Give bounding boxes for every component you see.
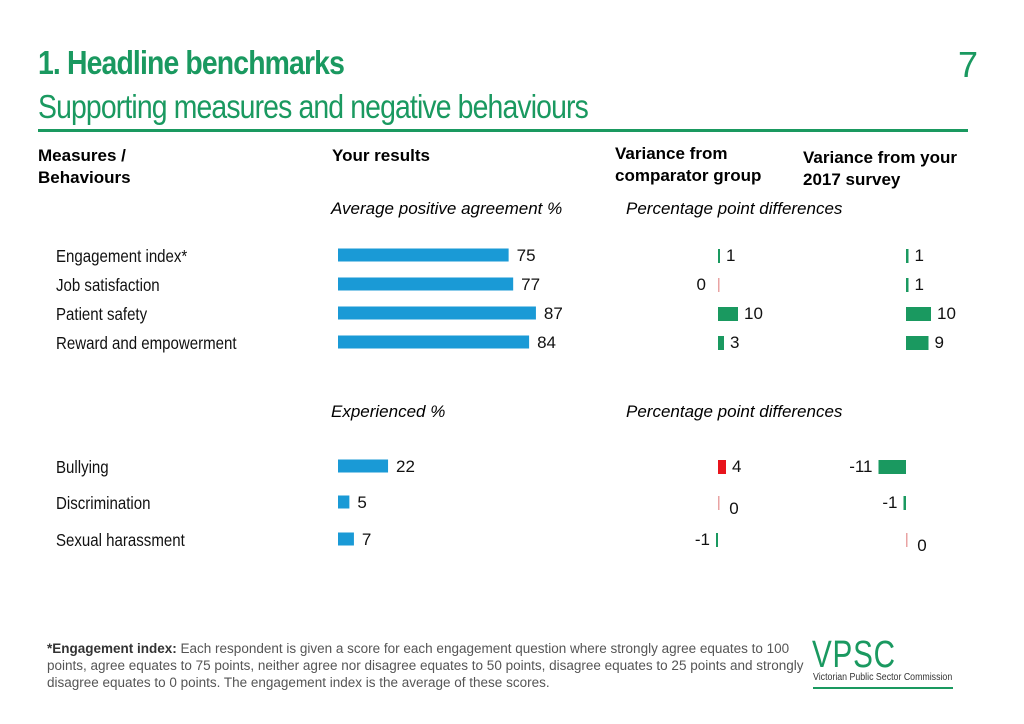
column-header-results: Your results xyxy=(332,146,430,165)
variance-bar-survey2017-0-0 xyxy=(906,249,909,263)
variance-bar-survey2017-0-3 xyxy=(906,336,929,350)
result-bar-1-2 xyxy=(338,532,354,546)
category-label-0-1: Job satisfaction xyxy=(56,276,160,295)
variance-bar-comparator-0-3 xyxy=(718,336,724,350)
variance-value-comparator-0-0: 1 xyxy=(726,246,735,265)
variance-bar-comparator-1-0 xyxy=(718,460,726,474)
vpsc-logo-subtitle: Victorian Public Sector Commission xyxy=(813,672,953,683)
result-value-1-0: 22 xyxy=(396,457,415,476)
variance-value-survey2017-1-2: 0 xyxy=(917,536,926,555)
footnote-label: *Engagement index: xyxy=(47,641,177,656)
category-label-0-0: Engagement index* xyxy=(56,247,188,266)
variance-bar-survey2017-1-0 xyxy=(878,460,906,474)
footnote: *Engagement index: Each respondent is gi… xyxy=(47,640,807,691)
title-divider xyxy=(38,129,968,132)
column-header-comparator: Variance from comparator group xyxy=(615,144,762,185)
result-bar-0-1 xyxy=(338,277,514,291)
variance-value-survey2017-1-0: -11 xyxy=(849,457,872,476)
variance-bar-comparator-1-2 xyxy=(716,533,718,547)
variance-bar-comparator-0-2 xyxy=(718,307,738,321)
variance-value-survey2017-0-1: 1 xyxy=(915,275,924,294)
variance-value-comparator-0-3: 3 xyxy=(730,333,739,352)
column-header-2017: Variance from your 2017 survey xyxy=(803,148,958,189)
page-title: 1. Headline benchmarks xyxy=(38,44,345,81)
category-label-0-2: Patient safety xyxy=(56,305,148,324)
variance-bar-comparator-1-1 xyxy=(718,496,720,510)
variance-bar-survey2017-1-1 xyxy=(903,496,906,510)
variance-value-comparator-1-0: 4 xyxy=(732,457,741,476)
section-2-variance-label: Percentage point differences xyxy=(626,402,843,421)
result-bar-0-3 xyxy=(338,335,530,349)
variance-value-survey2017-0-3: 9 xyxy=(935,333,944,352)
category-label-1-1: Discrimination xyxy=(56,494,150,513)
footnote-text: Each respondent is given a score for eac… xyxy=(47,641,804,690)
result-bar-1-1 xyxy=(338,495,350,509)
variance-value-survey2017-1-1: -1 xyxy=(882,493,897,512)
result-bar-0-2 xyxy=(338,306,536,320)
result-value-0-2: 87 xyxy=(544,304,563,323)
variance-value-comparator-1-2: -1 xyxy=(695,530,710,549)
variance-value-comparator-1-1: 0 xyxy=(729,499,738,518)
page-subtitle: Supporting measures and negative behavio… xyxy=(38,88,589,125)
variance-value-comparator-0-2: 10 xyxy=(744,304,763,323)
variance-bar-survey2017-0-2 xyxy=(906,307,931,321)
section-1-variance-label: Percentage point differences xyxy=(626,199,843,218)
category-label-1-2: Sexual harassment xyxy=(56,531,185,550)
section-1-results-label: Average positive agreement % xyxy=(331,199,563,218)
page-number: 7 xyxy=(957,44,978,85)
variance-value-comparator-0-1: 0 xyxy=(697,275,706,294)
result-value-1-2: 7 xyxy=(362,530,371,549)
section-2-results-label: Experienced % xyxy=(331,402,446,421)
column-header-measures: Measures / Behaviours xyxy=(38,146,131,187)
variance-bar-survey2017-0-1 xyxy=(906,278,909,292)
logo-underline xyxy=(813,687,953,689)
result-value-0-1: 77 xyxy=(521,275,540,294)
result-value-1-1: 5 xyxy=(357,493,366,512)
variance-bar-comparator-0-0 xyxy=(718,249,720,263)
result-bar-1-0 xyxy=(338,459,389,473)
variance-value-survey2017-0-0: 1 xyxy=(915,246,924,265)
result-bar-0-0 xyxy=(338,248,509,262)
variance-bar-survey2017-1-2 xyxy=(906,533,908,547)
result-value-0-0: 75 xyxy=(517,246,536,265)
vpsc-logo: VPSC xyxy=(812,634,896,676)
category-label-0-3: Reward and empowerment xyxy=(56,334,237,353)
variance-value-survey2017-0-2: 10 xyxy=(937,304,956,323)
result-value-0-3: 84 xyxy=(537,333,556,352)
variance-bar-comparator-0-1 xyxy=(718,278,720,292)
category-label-1-0: Bullying xyxy=(56,458,109,477)
